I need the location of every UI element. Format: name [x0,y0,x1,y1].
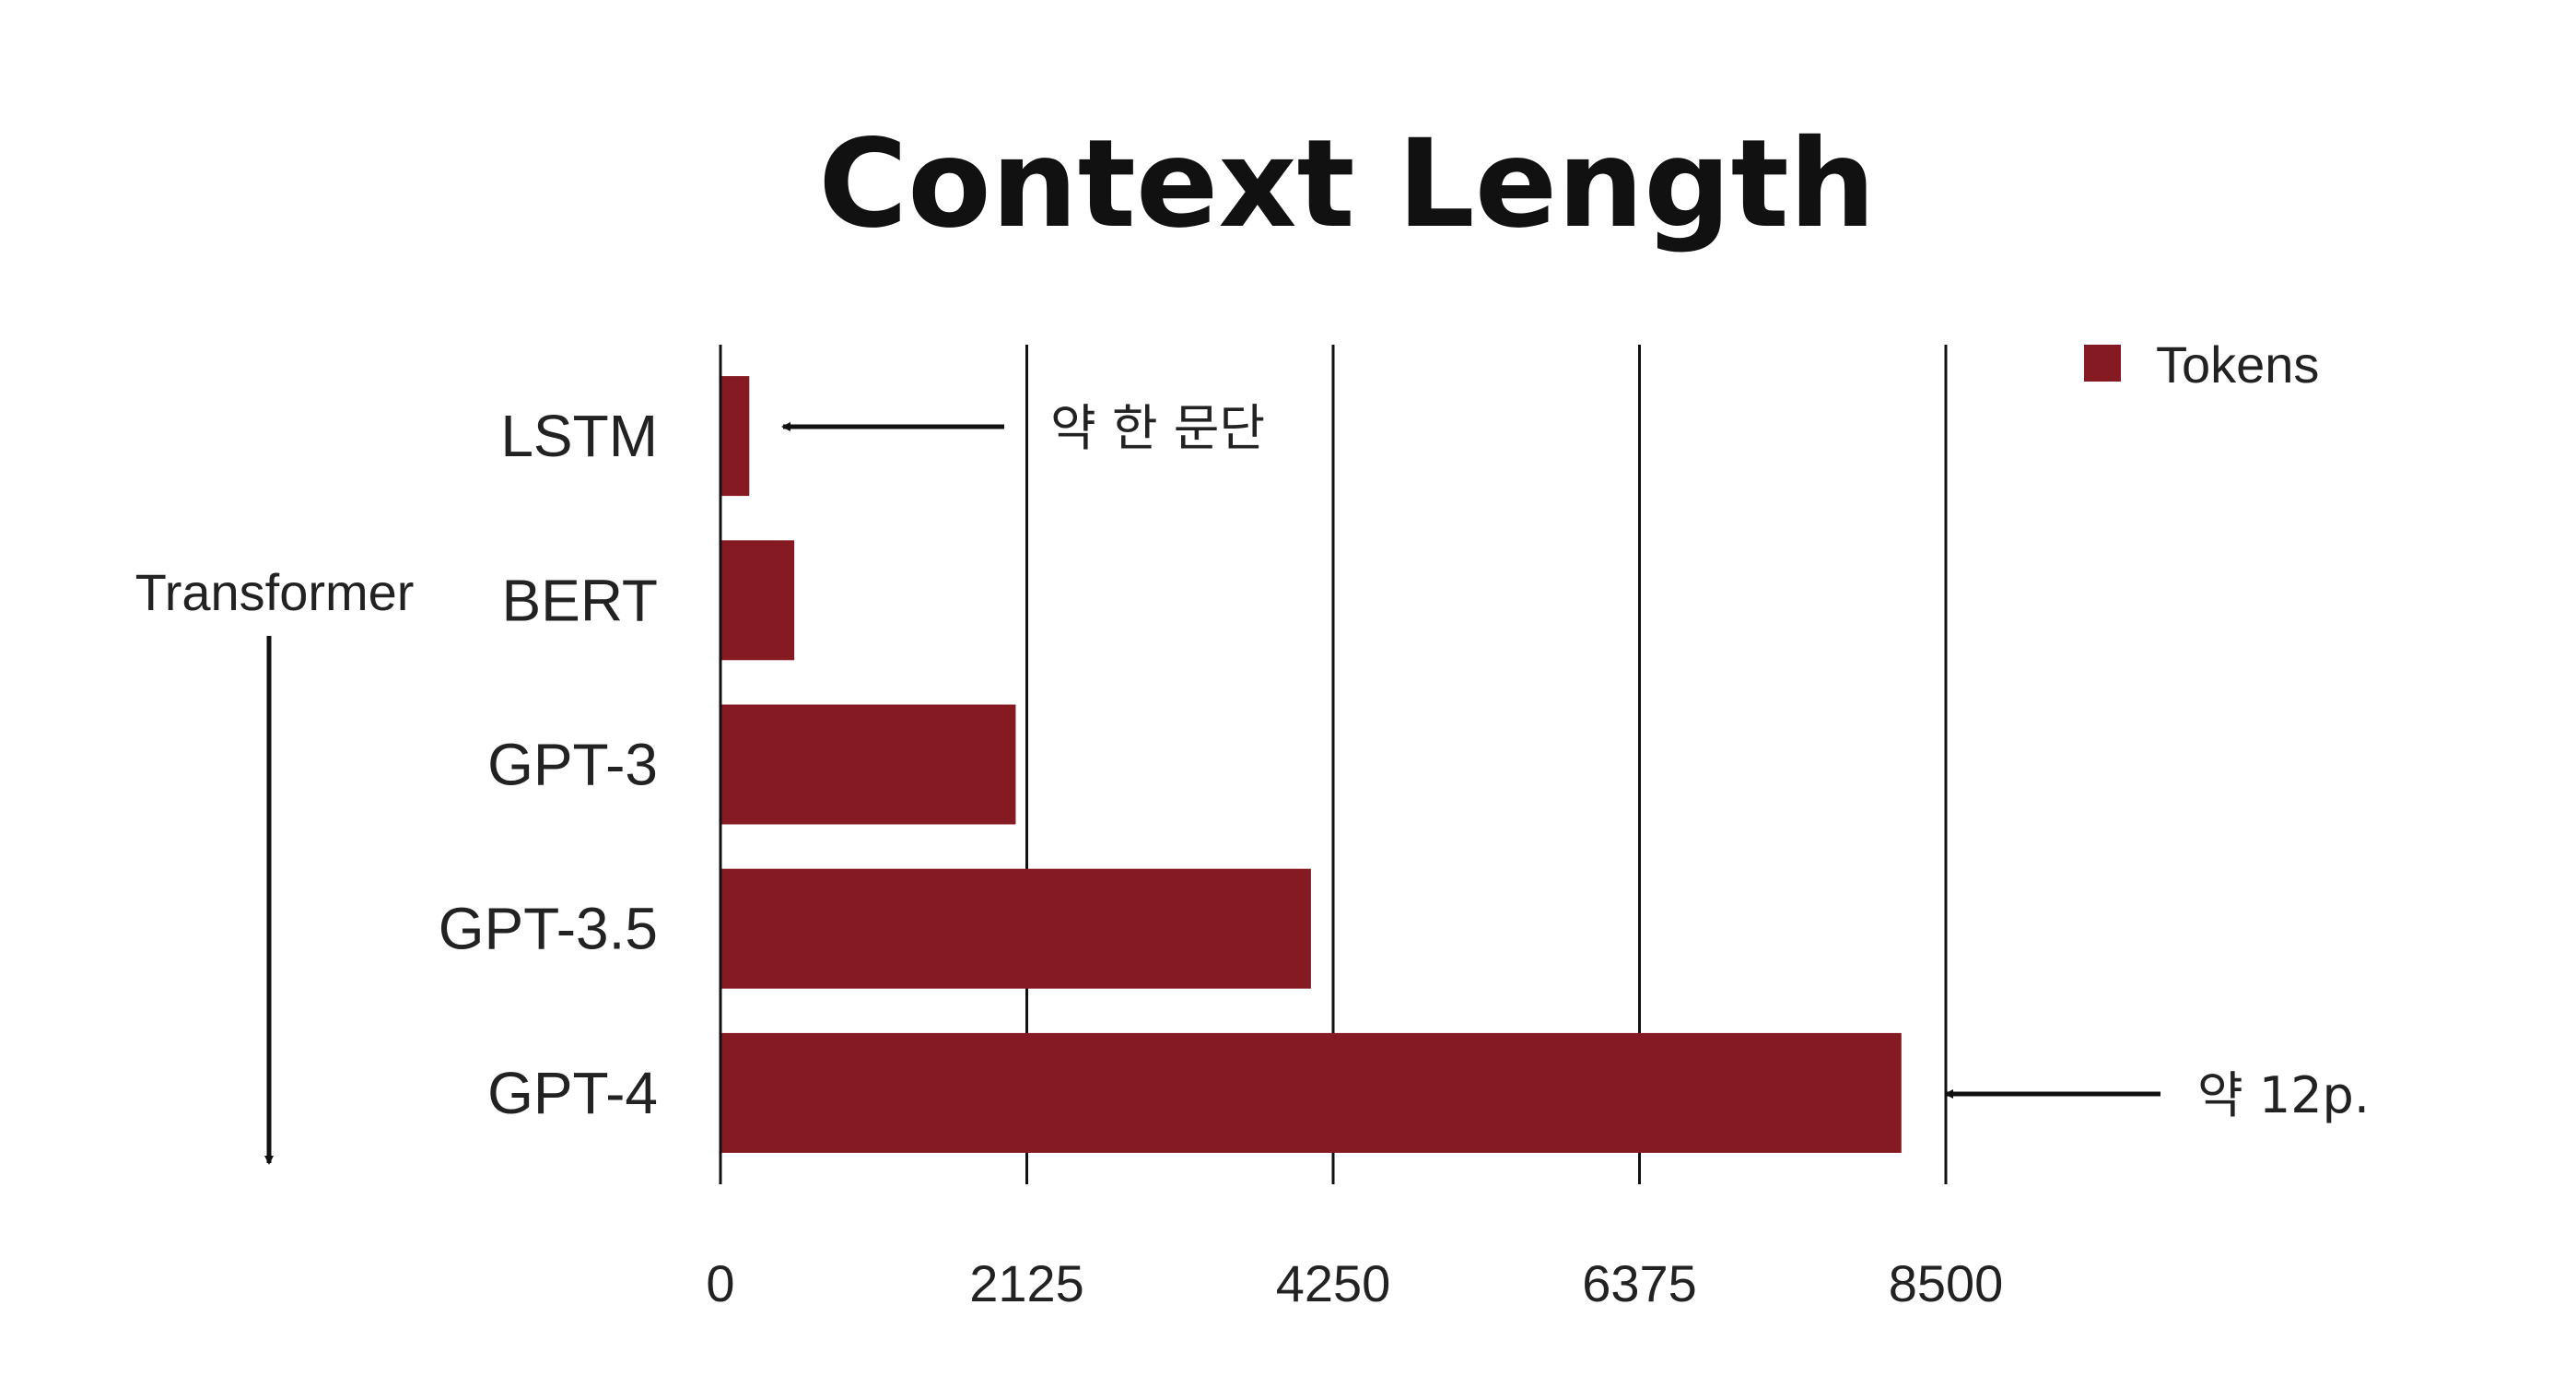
x-tick-8500: 8500 [1889,1254,2004,1312]
legend-label: Tokens [2156,335,2319,394]
transformer-indicator: Transformer [135,563,415,1165]
bar-gpt-3.5 [721,868,1311,989]
x-tick-labels: 0 2125 4250 6375 8500 [706,1254,2003,1312]
bar-gpt-4 [721,1032,1902,1153]
x-tick-0: 0 [706,1254,734,1312]
bar-lstm [721,376,750,497]
annotation-gpt4: 약 12p. [2197,1066,2370,1124]
category-label-bert: BERT [501,567,658,633]
annotations: 약 한 문단 약 12p. [781,399,2370,1124]
legend: Tokens [2084,335,2319,394]
category-label-gpt-4: GPT-4 [487,1060,658,1126]
bar-bert [721,540,795,661]
bars [721,376,1902,1153]
legend-swatch [2084,345,2121,382]
x-tick-6375: 6375 [1582,1254,1697,1312]
bar-gpt-3 [721,704,1016,825]
category-labels: LSTM BERT GPT-3 GPT-3.5 GPT-4 [439,403,658,1126]
x-tick-2125: 2125 [969,1254,1084,1312]
category-label-lstm: LSTM [500,403,658,469]
chart-title: Context Length [818,113,1876,255]
category-label-gpt-3.5: GPT-3.5 [439,896,658,962]
transformer-label: Transformer [135,563,415,621]
annotation-lstm: 약 한 문단 [1050,399,1265,457]
x-tick-4250: 4250 [1276,1254,1391,1312]
category-label-gpt-3: GPT-3 [487,732,658,798]
